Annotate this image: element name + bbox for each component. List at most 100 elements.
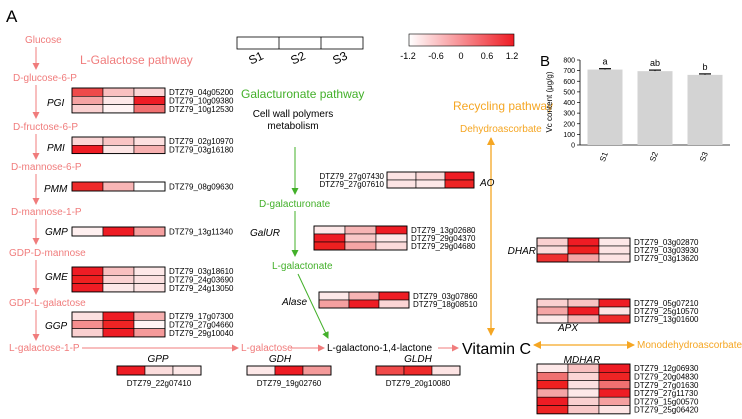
metabolite-glucose: Glucose [25, 35, 62, 46]
metabolite-l-galactose-1-p: L-galactose-1-P [9, 343, 80, 354]
metabolite-gdp-l-galactose: GDP-L-galactose [9, 298, 86, 309]
heatmap-cell [313, 233, 346, 243]
heatmap-pgi: DTZ79_04g05200DTZ79_10g09380DTZ79_10g125… [71, 87, 234, 114]
gene-id-label: DTZ79_22g07410 [127, 379, 192, 388]
y-tick-label: 200 [563, 121, 575, 128]
color-scale-legend: -1.2 -0.6 0 0.6 1.2 [400, 33, 518, 61]
enzyme-pmm-label: PMM [44, 184, 68, 195]
gene-id-label: DTZ79_29g10040 [169, 329, 234, 338]
heatmap-cell [133, 104, 166, 114]
x-tick-label: S3 [698, 150, 710, 163]
heatmap-cell [133, 96, 166, 105]
gene-id-label: DTZ79_10g12530 [169, 105, 234, 114]
heatmap-cell [102, 283, 135, 293]
vc-content-bar-chart: 0 100 200 300 400 500 600 700 800 Vc content (μg/… [545, 57, 730, 163]
heatmap-cell [567, 253, 600, 263]
heatmap-cell [313, 241, 346, 251]
heatmap-cell [598, 380, 631, 390]
heatmap-gme: DTZ79_03g18610DTZ79_24g03690DTZ79_24g130… [71, 266, 234, 293]
metabolite-mannose-6-p: D-mannose-6-P [11, 162, 82, 173]
heatmap-cell [567, 298, 600, 308]
heatmap-cell [133, 274, 166, 284]
sample-label-s1: S1 [246, 48, 266, 67]
colorbar-tick-2: -0.6 [428, 51, 444, 61]
heatmap-cell [144, 365, 174, 376]
heatmap-cell [71, 226, 104, 237]
metabolite-gdp-d-mannose: GDP-D-mannose [9, 248, 86, 259]
gene-id-label: DTZ79_03g03930 [634, 246, 699, 255]
l-galactose-pathway: L-Galactose pathway Glucose D-glucose-6-… [9, 35, 459, 365]
gene-id-label: DTZ79_25g06420 [634, 406, 699, 415]
l-galactose-pathway-title: L-Galactose pathway [80, 53, 193, 67]
heatmap-cell [102, 87, 135, 97]
heatmap-cell [415, 179, 446, 189]
heatmap-cell [348, 299, 380, 309]
heatmap-cell [598, 371, 631, 381]
heatmap-cell [567, 380, 600, 390]
gene-id-label: DTZ79_18g08510 [413, 300, 478, 309]
heatmap-cell [536, 363, 569, 373]
enzyme-apx-label: APX [557, 323, 578, 334]
heatmap-gdh: DTZ79_19g02760 [246, 365, 332, 388]
bar-s1 [587, 69, 623, 145]
heatmap-cell [375, 365, 405, 376]
heatmap-cell [318, 291, 350, 301]
x-tick-label: S1 [598, 150, 610, 163]
y-tick-label: 0 [571, 143, 575, 150]
heatmap-cell [567, 363, 600, 373]
gene-id-label: DTZ79_08g09630 [169, 183, 234, 192]
heatmap-cell [133, 283, 166, 293]
heatmap-cell [348, 291, 380, 301]
heatmap-cell [444, 171, 475, 181]
gene-id-label: DTZ79_24g03690 [169, 275, 234, 284]
gene-id-label: DTZ79_03g07860 [413, 292, 478, 301]
heatmap-cell [567, 237, 600, 247]
heatmap-cell [71, 283, 104, 293]
color-scale-bar [408, 33, 515, 47]
heatmap-gpp: DTZ79_22g07410 [116, 365, 202, 388]
heatmap-cell [444, 179, 475, 189]
heatmap-cell [536, 380, 569, 390]
enzyme-gpp-label: GPP [147, 354, 168, 365]
heatmap-cell [102, 181, 135, 192]
gene-id-label: DTZ79_20g10080 [386, 379, 451, 388]
heatmap-cell [536, 388, 569, 398]
heatmap-cell [403, 365, 433, 376]
enzyme-ao-label: AO [479, 178, 495, 189]
gene-id-label: DTZ79_12g06930 [634, 364, 699, 373]
enzyme-gmp-label: GMP [45, 227, 68, 238]
heatmap-cell [598, 405, 631, 415]
metabolite-glucose-6-p: D-glucose-6-P [13, 73, 77, 84]
gene-id-label: DTZ79_27g07610 [320, 180, 385, 189]
heatmap-cell [313, 225, 346, 235]
x-tick-label: S2 [648, 150, 660, 163]
gene-id-label: DTZ79_27g04660 [169, 320, 234, 329]
y-tick-label: 600 [563, 79, 575, 86]
gene-id-label: DTZ79_03g18610 [169, 267, 234, 276]
heatmap-mdhar: DTZ79_12g06930DTZ79_20g04830DTZ79_27g016… [536, 363, 699, 415]
colorbar-tick-4: 0.6 [481, 51, 494, 61]
heatmap-cell [386, 179, 417, 189]
gene-id-label: DTZ79_13g11340 [169, 228, 233, 237]
enzyme-dhar-label: DHAR [508, 246, 536, 257]
gene-id-label: DTZ79_10g09380 [169, 96, 234, 105]
heatmap-cell [386, 171, 417, 181]
metabolite-dehydroascorbate: Dehydroascorbate [460, 124, 542, 135]
heatmap-cell [598, 314, 631, 324]
gene-id-label: DTZ79_29g04680 [411, 242, 476, 251]
heatmap-cell [102, 136, 135, 146]
heatmap-cell [598, 237, 631, 247]
enzyme-gldh-label: GLDH [404, 354, 433, 365]
heatmap-cell [567, 388, 600, 398]
heatmap-cell [344, 241, 377, 251]
heatmap-cell [567, 314, 600, 324]
heatmap-cell [71, 87, 104, 97]
enzyme-alase-label: Alase [281, 297, 307, 308]
heatmap-cell [344, 225, 377, 235]
heatmap-cell [133, 266, 166, 276]
gene-id-label: DTZ79_25g10570 [634, 307, 699, 316]
heatmap-cell [102, 96, 135, 105]
